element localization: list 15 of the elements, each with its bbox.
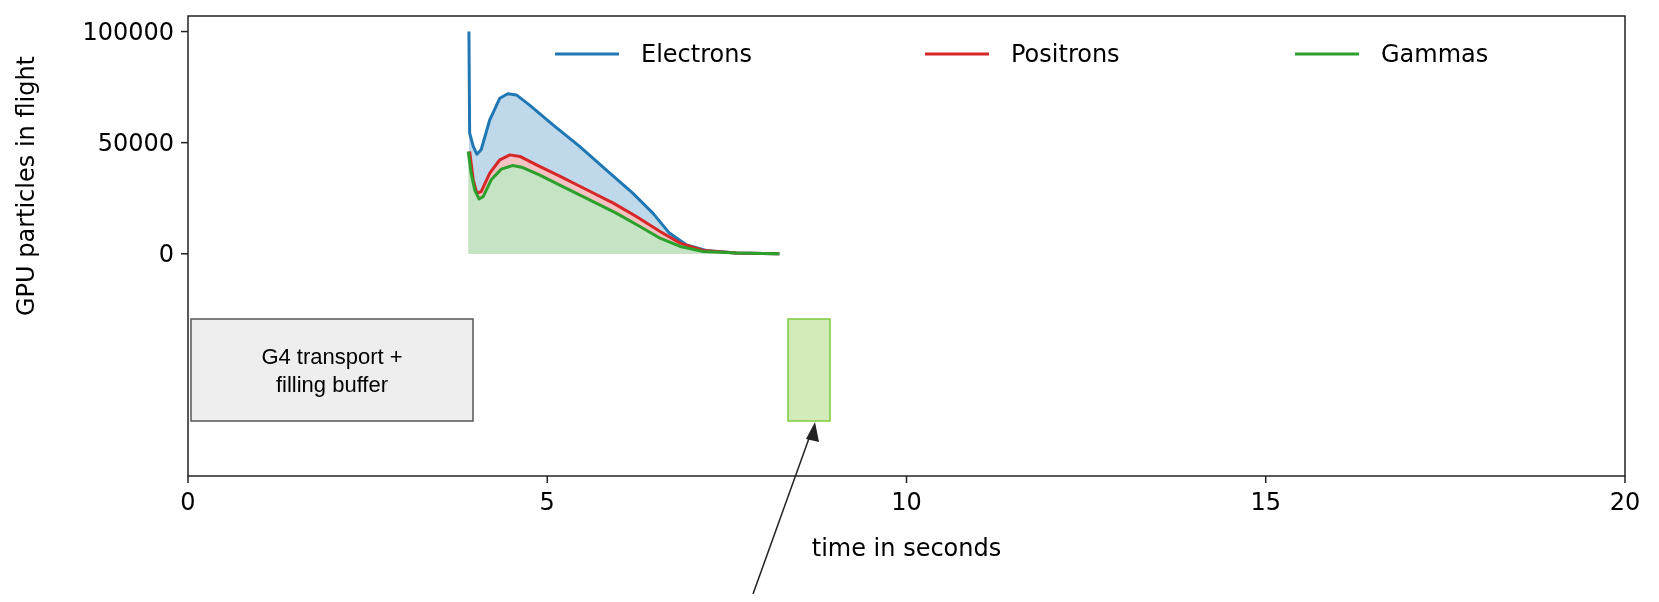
legend-label: Gammas — [1381, 40, 1489, 69]
legend-label: Electrons — [641, 40, 752, 69]
text-box: G4 transport + filling buffer — [190, 318, 474, 422]
x-tick-label: 5 — [539, 488, 555, 516]
y-tick-label: 0 — [158, 240, 174, 269]
x-tick-label: 10 — [891, 488, 922, 516]
y-tick-label: 100000 — [82, 17, 174, 46]
y-tick-label: 50000 — [97, 129, 174, 158]
y-axis-title: GPU particles in flight — [12, 55, 40, 317]
legend-label: Positrons — [1011, 40, 1120, 69]
x-tick-label: 20 — [1609, 488, 1641, 516]
x-tick-label: 15 — [1250, 488, 1282, 516]
x-axis-title: time in seconds — [811, 534, 1002, 562]
annotation: G4 transport + filling buffer — [261, 343, 403, 398]
x-tick-label: 0 — [180, 488, 196, 516]
